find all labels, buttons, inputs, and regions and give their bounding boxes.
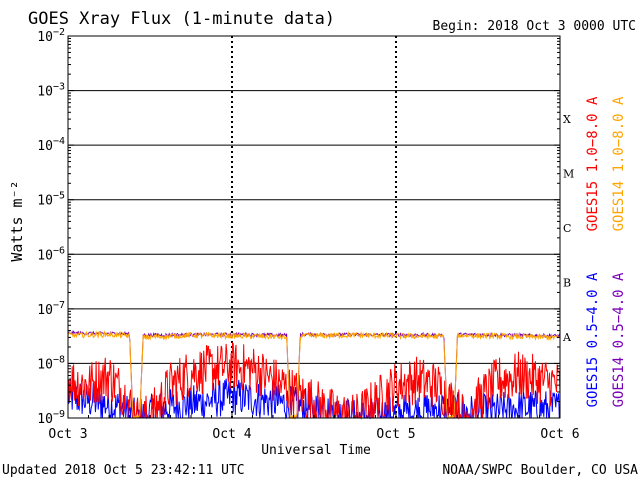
x-axis-label: Universal Time — [261, 443, 371, 458]
flare-class-C: C — [563, 222, 571, 235]
legend: GOES15 1.0−8.0 A GOES14 1.0−8.0 A GOES15 0… — [585, 96, 627, 407]
y-axis-ticks: 10−9 10−8 10−7 10−6 10−5 10−4 10−3 10−2 — [37, 27, 560, 427]
y-tick-label: 10−3 — [37, 82, 65, 100]
legend-goes15_long: GOES15 1.0−8.0 A — [585, 96, 601, 231]
legend-goes14_long: GOES14 1.0−8.0 A — [611, 96, 627, 231]
flare-class-labels: A B C M X — [562, 113, 574, 344]
x-tick-label: Oct 5 — [376, 427, 415, 442]
begin-time: Begin: 2018 Oct 3 0000 UTC — [433, 19, 637, 34]
credit-text: NOAA/SWPC Boulder, CO USA — [442, 463, 638, 478]
y-tick-label: 10−5 — [37, 191, 65, 209]
updated-timestamp: Updated 2018 Oct 5 23:42:11 UTC — [2, 463, 245, 478]
flare-class-M: M — [563, 167, 574, 180]
flare-class-A: A — [562, 331, 572, 344]
y-tick-label: 10−8 — [37, 354, 65, 372]
x-axis-ticks: Oct 3 Oct 4 Oct 5 Oct 6 — [48, 412, 580, 442]
grid-lines — [68, 35, 560, 419]
legend-goes15_short: GOES15 0.5−4.0 A — [585, 272, 601, 407]
y-tick-label: 10−9 — [37, 409, 65, 427]
x-tick-label: Oct 4 — [212, 427, 251, 442]
y-tick-label: 10−4 — [37, 136, 65, 154]
x-tick-label: Oct 3 — [48, 427, 87, 442]
x-tick-label: Oct 6 — [540, 427, 579, 442]
y-tick-label: 10−2 — [37, 27, 65, 45]
series-layer — [67, 330, 561, 420]
flare-class-B: B — [563, 277, 571, 290]
flare-class-X: X — [563, 113, 571, 126]
y-tick-label: 10−7 — [37, 300, 65, 318]
chart-title: GOES Xray Flux (1-minute data) — [28, 9, 335, 29]
y-axis-label: Watts m⁻² — [8, 180, 26, 261]
legend-goes14_short: GOES14 0.5−4.0 A — [611, 272, 627, 407]
series-line-goes14_long — [67, 330, 561, 420]
y-tick-label: 10−6 — [37, 245, 65, 263]
